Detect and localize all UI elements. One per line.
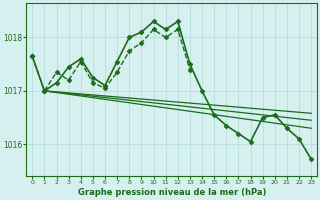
X-axis label: Graphe pression niveau de la mer (hPa): Graphe pression niveau de la mer (hPa) [77,188,266,197]
